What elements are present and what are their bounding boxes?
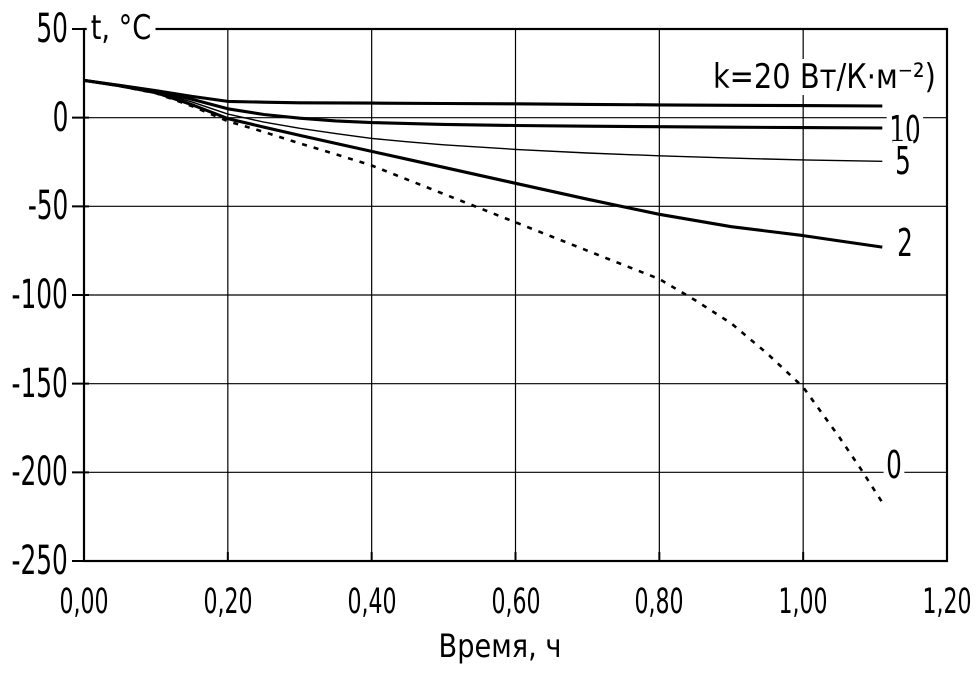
plot-border: [82, 27, 949, 563]
curve-k10: [83, 78, 883, 130]
curve-k0: [83, 79, 884, 504]
curve-label-k5: 5: [892, 140, 914, 181]
y-axis-title: t, °C: [86, 9, 156, 47]
x-tick-label: 0,60: [490, 582, 541, 622]
y-tick-label: -50: [27, 183, 68, 230]
curve-k5: [83, 79, 883, 162]
x-tick-label: 0,80: [634, 582, 684, 622]
x-axis-title: Время, ч: [438, 627, 562, 665]
x-tick-label: 1,20: [922, 582, 972, 622]
curve-label-k20: k=20 Вт/К·м⁻²): [709, 58, 940, 95]
curve-label-k0: 0: [883, 445, 905, 486]
x-tick-label: 0,20: [203, 582, 253, 622]
y-tick-label: 50: [36, 6, 68, 52]
y-tick-label: -250: [11, 538, 68, 584]
curve-label-k2: 2: [894, 223, 916, 264]
x-tick-label: 0,00: [59, 582, 109, 622]
y-tick-label: -150: [11, 360, 68, 407]
x-tick-label: 1,00: [778, 582, 828, 622]
curve-k2: [83, 78, 883, 249]
x-tick-label: 0,40: [347, 582, 397, 622]
y-tick-label: -100: [11, 272, 68, 318]
y-tick-label: 0: [52, 94, 68, 141]
y-tick-label: -200: [11, 449, 68, 496]
